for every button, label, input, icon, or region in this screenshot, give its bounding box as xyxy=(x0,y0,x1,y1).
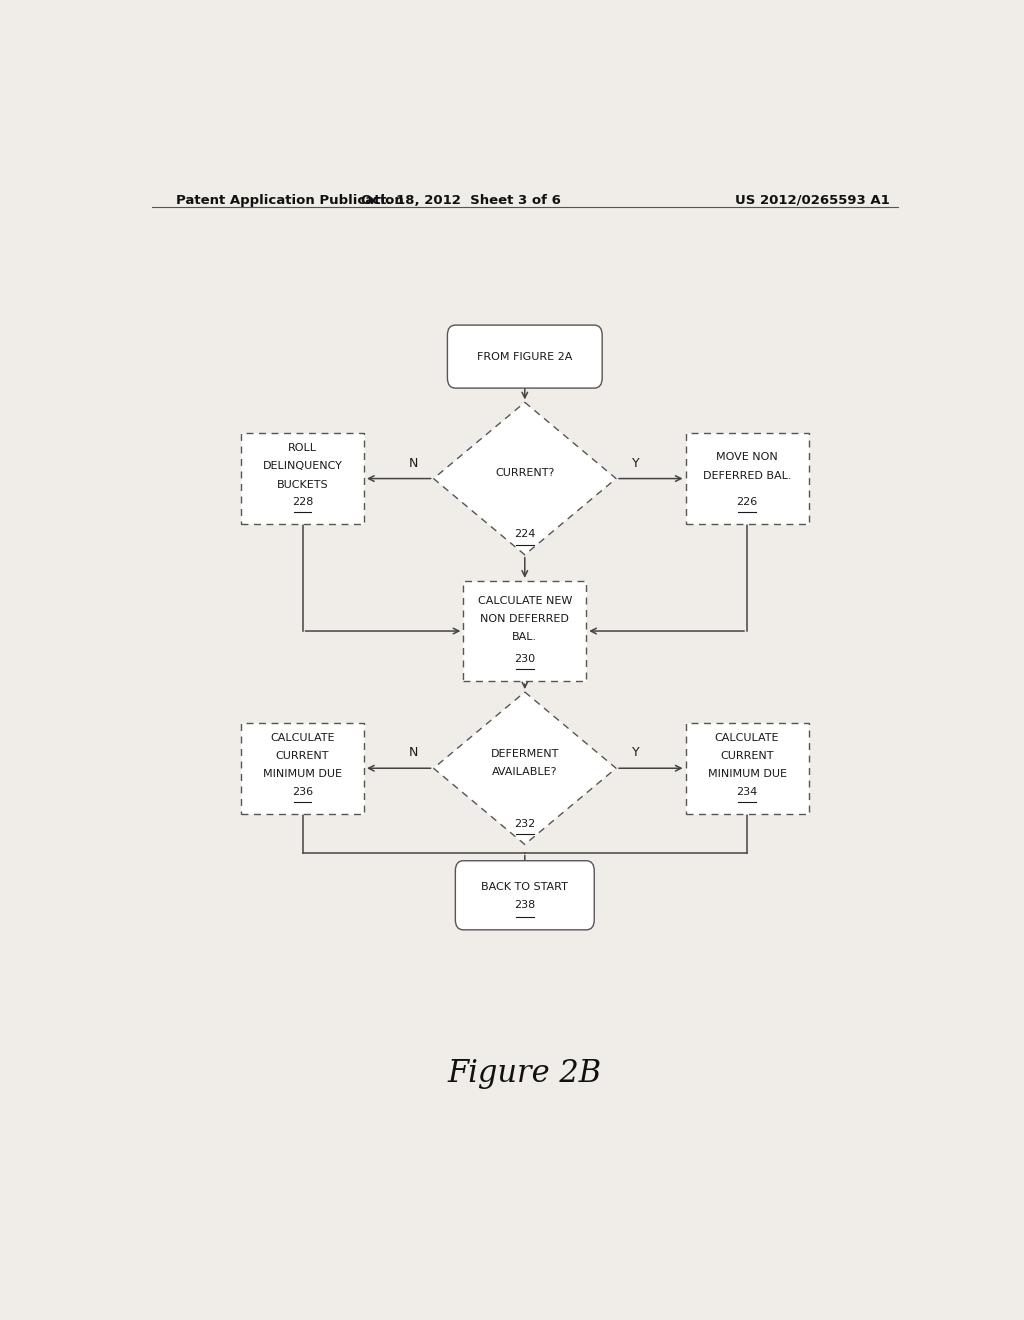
Text: 230: 230 xyxy=(514,653,536,664)
FancyBboxPatch shape xyxy=(456,861,594,929)
Text: MINIMUM DUE: MINIMUM DUE xyxy=(263,770,342,779)
Text: DELINQUENCY: DELINQUENCY xyxy=(262,462,343,471)
Text: 228: 228 xyxy=(292,496,313,507)
Text: 238: 238 xyxy=(514,900,536,911)
Text: AVAILABLE?: AVAILABLE? xyxy=(493,767,557,777)
Text: ROLL: ROLL xyxy=(288,444,317,453)
Text: BACK TO START: BACK TO START xyxy=(481,882,568,892)
Text: DEFERRED BAL.: DEFERRED BAL. xyxy=(702,470,792,480)
Text: 232: 232 xyxy=(514,820,536,829)
Polygon shape xyxy=(433,403,616,554)
FancyBboxPatch shape xyxy=(463,581,587,681)
Text: 226: 226 xyxy=(736,496,758,507)
FancyBboxPatch shape xyxy=(685,433,809,524)
Text: 224: 224 xyxy=(514,529,536,540)
FancyBboxPatch shape xyxy=(241,433,365,524)
Text: CALCULATE NEW: CALCULATE NEW xyxy=(477,595,572,606)
Text: BUCKETS: BUCKETS xyxy=(276,479,329,490)
Text: Patent Application Publication: Patent Application Publication xyxy=(176,194,403,207)
Text: Figure 2B: Figure 2B xyxy=(447,1057,602,1089)
Text: Oct. 18, 2012  Sheet 3 of 6: Oct. 18, 2012 Sheet 3 of 6 xyxy=(361,194,561,207)
Text: US 2012/0265593 A1: US 2012/0265593 A1 xyxy=(735,194,890,207)
FancyBboxPatch shape xyxy=(685,722,809,814)
Text: CURRENT: CURRENT xyxy=(720,751,774,762)
Text: NON DEFERRED: NON DEFERRED xyxy=(480,614,569,624)
Text: CURRENT: CURRENT xyxy=(275,751,330,762)
Text: MINIMUM DUE: MINIMUM DUE xyxy=(708,770,786,779)
Text: N: N xyxy=(409,747,419,759)
Text: Y: Y xyxy=(632,457,640,470)
Text: CURRENT?: CURRENT? xyxy=(496,469,554,478)
Text: CALCULATE: CALCULATE xyxy=(715,733,779,743)
Text: 236: 236 xyxy=(292,787,313,796)
Text: BAL.: BAL. xyxy=(512,632,538,642)
Text: DEFERMENT: DEFERMENT xyxy=(490,748,559,759)
FancyBboxPatch shape xyxy=(447,325,602,388)
Text: MOVE NON: MOVE NON xyxy=(716,453,778,462)
Text: Y: Y xyxy=(632,747,640,759)
Polygon shape xyxy=(433,692,616,845)
Text: 234: 234 xyxy=(736,787,758,796)
Text: CALCULATE: CALCULATE xyxy=(270,733,335,743)
Text: N: N xyxy=(409,457,419,470)
FancyBboxPatch shape xyxy=(241,722,365,814)
Text: FROM FIGURE 2A: FROM FIGURE 2A xyxy=(477,351,572,362)
